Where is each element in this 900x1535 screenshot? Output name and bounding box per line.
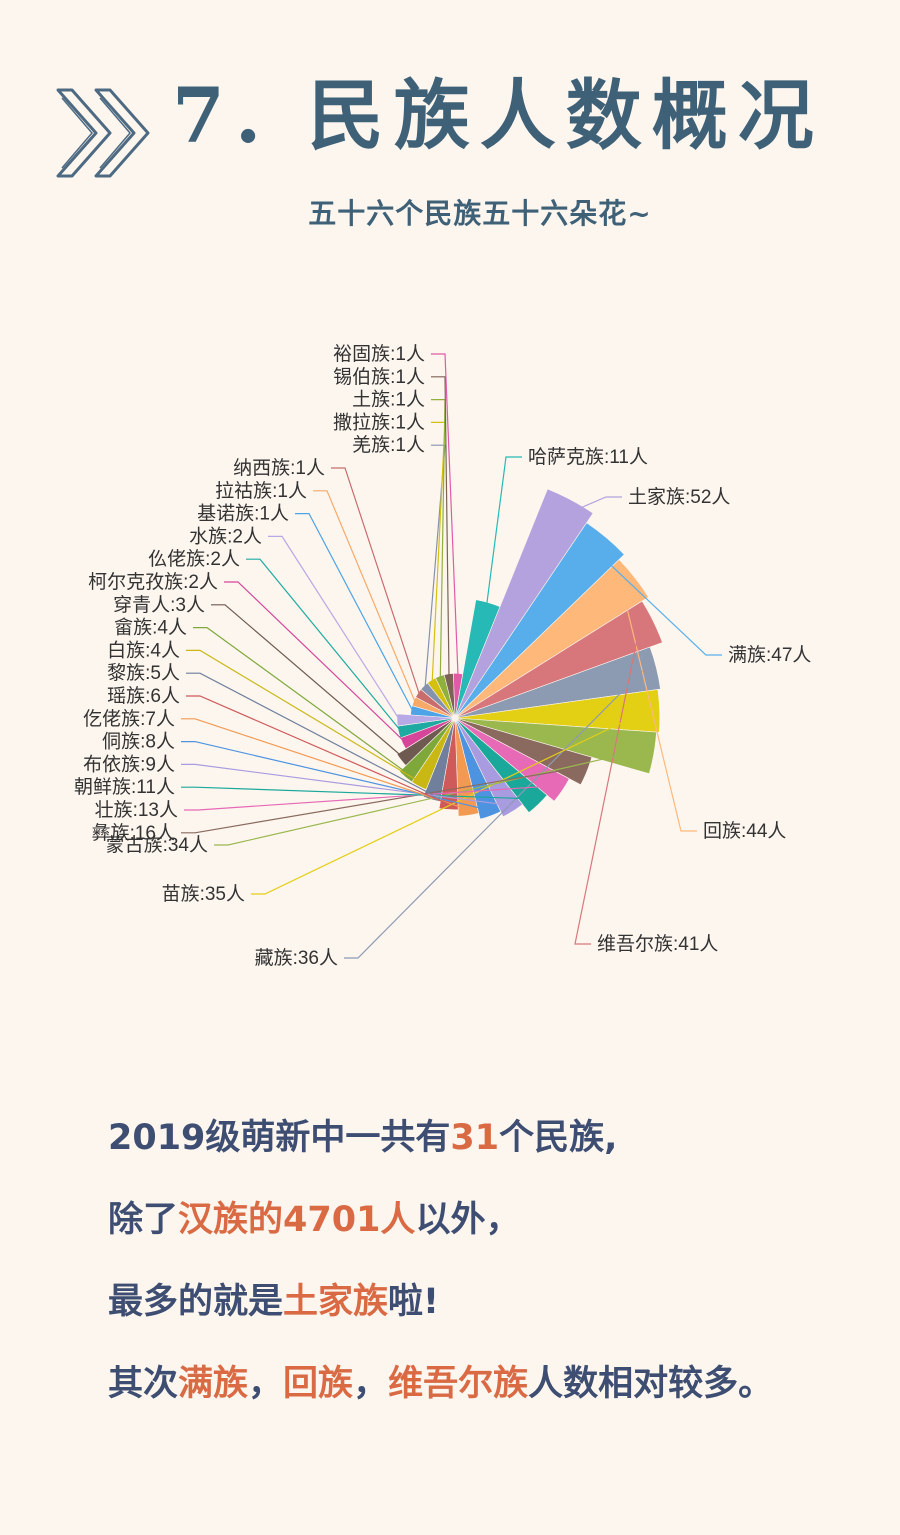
- slice-穿青人: [396, 717, 456, 766]
- slice-label-土家族: 土家族:52人: [628, 486, 730, 508]
- slice-label-畲族: 畲族:4人: [114, 617, 187, 639]
- slice-label-维吾尔族: 维吾尔族:41人: [597, 933, 718, 955]
- slice-label-锡伯族: 锡伯族:1人: [333, 366, 425, 388]
- slice-label-哈萨克族: 哈萨克族:11人: [528, 446, 648, 468]
- leader-line-锡伯族: [431, 376, 450, 676]
- leader-line-侗族: [181, 741, 489, 811]
- slice-label-侗族: 侗族:8人: [102, 731, 175, 753]
- slice-畲族: [399, 717, 456, 783]
- slice-label-藏族: 藏族:36人: [255, 947, 338, 969]
- highlight-man: 满族: [178, 1364, 249, 1404]
- leader-line-裕固族: [431, 353, 459, 676]
- slice-label-蒙古族: 蒙古族:34人: [106, 834, 208, 856]
- slice-label-苗族: 苗族:35人: [162, 883, 245, 905]
- slice-label-纳西族: 纳西族:1人: [233, 457, 325, 479]
- page-title: 7. 民族人数概况: [172, 71, 824, 160]
- slice-壮族: [454, 717, 570, 802]
- slice-黎族: [422, 717, 456, 802]
- slice-label-白族: 白族:4人: [107, 639, 180, 661]
- slice-维吾尔族: [454, 600, 663, 719]
- leader-line-瑶族: [186, 695, 450, 805]
- leader-line-彝族: [181, 767, 579, 834]
- slice-布依族: [454, 717, 524, 818]
- slice-苗族: [454, 689, 661, 733]
- slice-label-仡佬族: 仡佬族:7人: [83, 708, 175, 730]
- slice-label-满族: 满族:47人: [728, 644, 811, 666]
- slice-label-壮族: 壮族:13人: [95, 799, 178, 821]
- leader-line-穿青人: [211, 604, 405, 759]
- leader-line-基诺族: [295, 513, 414, 711]
- slice-label-仫佬族: 仫佬族:2人: [148, 548, 240, 570]
- slice-label-穿青人: 穿青人:3人: [113, 594, 205, 616]
- slice-label-基诺族: 基诺族:1人: [197, 503, 289, 525]
- page-subtitle: 五十六个民族五十六朵花~: [308, 197, 652, 230]
- leader-line-壮族: [184, 785, 556, 811]
- highlight-count: 31: [450, 1118, 500, 1158]
- slice-label-柯尔克孜族: 柯尔克孜族:2人: [88, 571, 218, 593]
- slice-label-拉祜族: 拉祜族:1人: [215, 480, 307, 502]
- slice-回族: [454, 559, 649, 719]
- summary-line-4: 其次满族，回族，维吾尔族人数相对较多。: [108, 1364, 774, 1404]
- summary-text: 2019级萌新中一共有31个民族, 除了汉族的4701人以外， 最多的就是土家族…: [108, 1108, 888, 1436]
- leader-line-回族: [621, 587, 697, 832]
- leader-line-土家族: [562, 496, 622, 517]
- slice-label-水族: 水族:2人: [189, 525, 262, 547]
- leader-line-苗族: [251, 710, 646, 895]
- slice-瑶族: [438, 717, 459, 811]
- summary-line-1: 2019级萌新中一共有31个民族,: [108, 1118, 618, 1158]
- leader-line-仫佬族: [246, 558, 402, 732]
- leader-line-藏族: [344, 670, 643, 959]
- slice-label-羌族: 羌族:1人: [352, 434, 425, 456]
- slice-label-撒拉族: 撒拉族:1人: [333, 411, 425, 433]
- leader-line-水族: [268, 535, 401, 721]
- summary-line-2: 除了汉族的4701人以外，: [108, 1200, 521, 1240]
- slice-label-裕固族: 裕固族:1人: [333, 343, 425, 365]
- slice-label-黎族: 黎族:5人: [107, 662, 180, 684]
- highlight-tujia: 土家族: [283, 1282, 389, 1322]
- leader-line-纳西族: [331, 467, 420, 695]
- slice-label-朝鲜族: 朝鲜族:11人: [74, 776, 175, 798]
- leader-line-拉祜族: [313, 490, 416, 703]
- leader-line-哈萨克族: [485, 456, 522, 610]
- slice-label-彝族: 彝族:16人: [92, 822, 175, 844]
- leader-line-柯尔克孜族: [224, 581, 406, 743]
- highlight-hui: 回族: [283, 1364, 354, 1404]
- slice-label-瑶族: 瑶族:6人: [107, 685, 180, 707]
- slice-label-土族: 土族:1人: [352, 389, 425, 411]
- leader-line-羌族: [424, 444, 446, 688]
- leader-line-维吾尔族: [574, 627, 640, 945]
- slice-藏族: [454, 646, 661, 719]
- leader-line-朝鲜族: [181, 786, 534, 800]
- summary-line-3: 最多的就是土家族啦!: [108, 1282, 439, 1322]
- leader-line-蒙古族: [214, 750, 641, 846]
- slice-满族: [454, 522, 625, 719]
- leader-line-畲族: [193, 627, 409, 775]
- slice-彝族: [454, 717, 593, 786]
- leader-line-布依族: [181, 763, 510, 806]
- leader-line-满族: [595, 550, 722, 656]
- header: 7. 民族人数概况 五十六个民族五十六朵花~: [0, 0, 900, 260]
- leader-line-仡佬族: [181, 718, 469, 811]
- leader-line-白族: [186, 649, 422, 784]
- highlight-han: 汉族的4701人: [178, 1200, 416, 1240]
- leader-line-土族: [431, 398, 446, 678]
- slice-label-布依族: 布依族:9人: [83, 753, 175, 775]
- ethnic-rose-chart: 哈萨克族:11人土家族:52人满族:47人回族:44人维吾尔族:41人藏族:36…: [74, 343, 811, 969]
- slice-土家族: [454, 488, 594, 719]
- slice-侗族: [454, 717, 502, 820]
- double-chevron-icon: [56, 88, 150, 178]
- leader-line-黎族: [186, 672, 434, 796]
- highlight-uyghur: 维吾尔族: [388, 1364, 529, 1404]
- slice-朝鲜族: [454, 717, 548, 814]
- slice-label-回族: 回族:44人: [703, 820, 786, 842]
